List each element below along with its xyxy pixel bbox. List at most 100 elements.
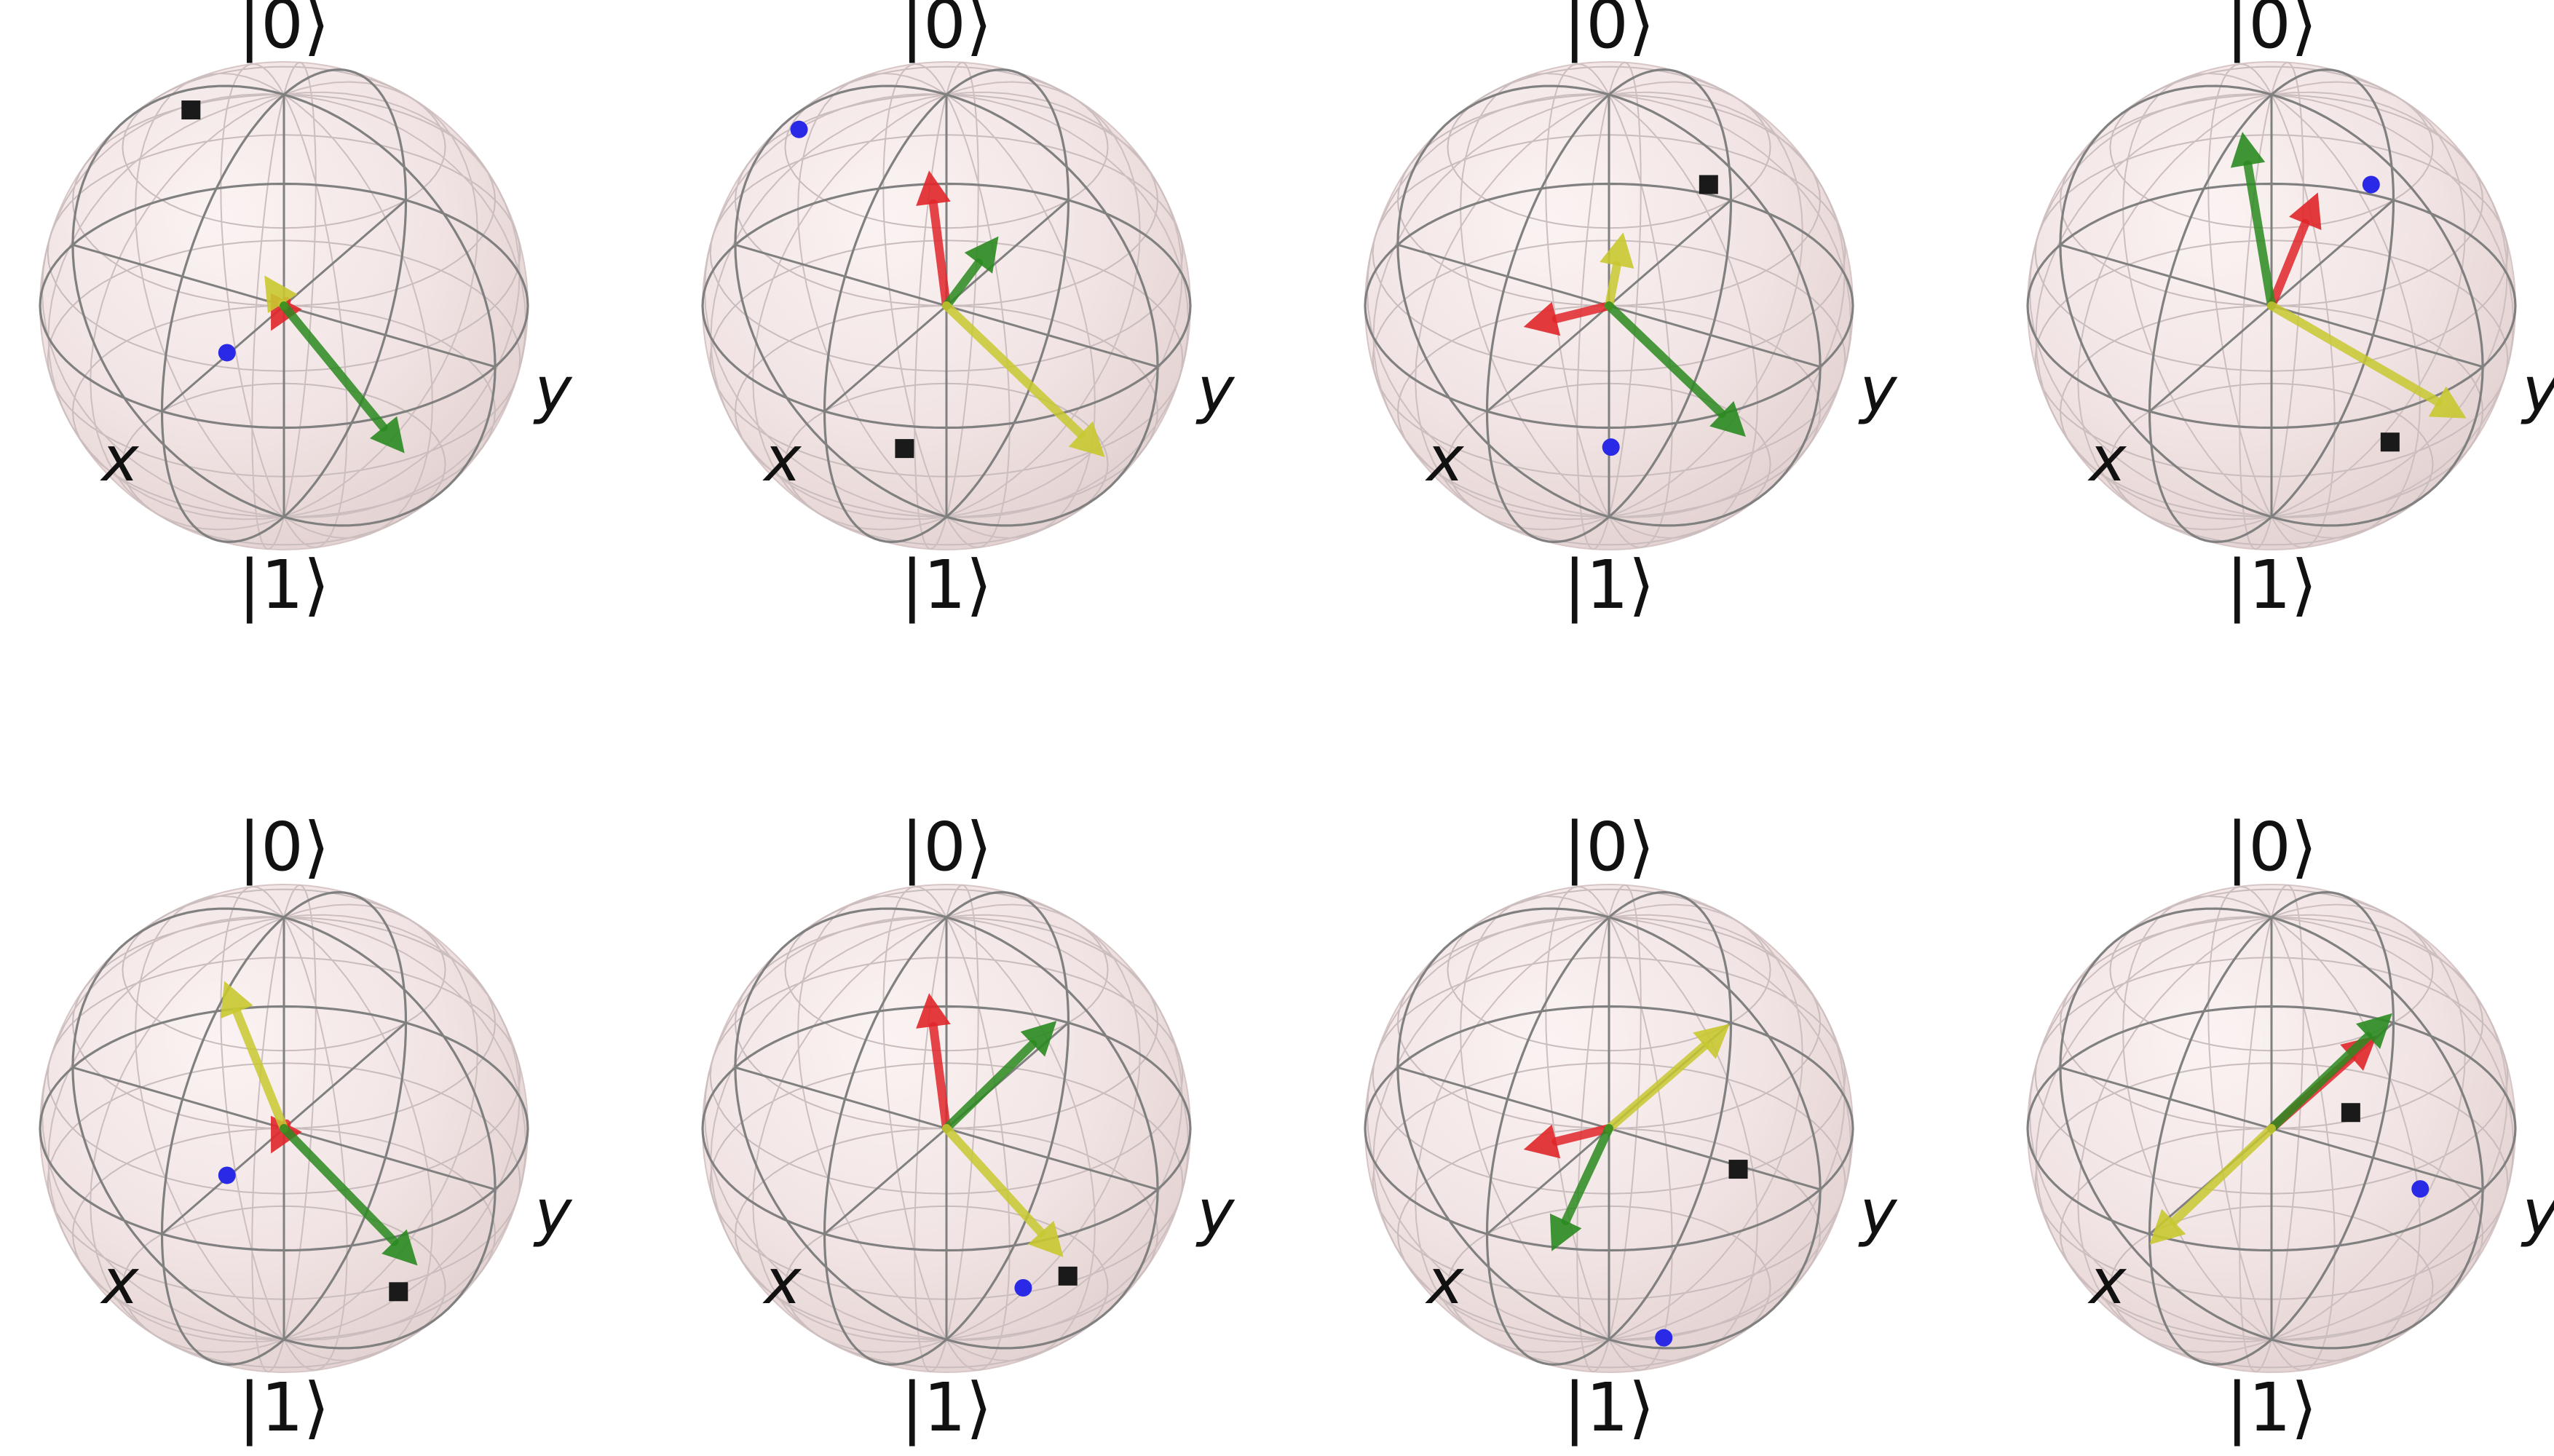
x-axis-label: x bbox=[2087, 1246, 2127, 1318]
bloch-sphere: |0⟩ |1⟩ x y bbox=[2026, 0, 2554, 624]
green-vector-shaft bbox=[942, 258, 983, 310]
green-vector-shaft bbox=[1561, 1124, 1613, 1226]
bloch-sphere: |0⟩ |1⟩ x y bbox=[1364, 0, 1898, 624]
red-vector-head bbox=[2340, 1035, 2377, 1071]
x-axis-label: x bbox=[100, 1246, 140, 1318]
square-point bbox=[389, 1282, 408, 1302]
green-vector-head bbox=[2230, 132, 2266, 168]
yellow-vector-shaft bbox=[232, 1008, 288, 1133]
sphere-wireframe bbox=[2026, 61, 2517, 550]
x-axis-label: x bbox=[2087, 423, 2127, 496]
blue-point bbox=[218, 344, 236, 362]
red-vector-shaft bbox=[928, 199, 951, 310]
blue-point bbox=[1655, 1329, 1673, 1347]
yellow-vector-head bbox=[264, 275, 298, 314]
yellow-vector-shaft bbox=[942, 301, 1086, 439]
blue-point bbox=[790, 120, 808, 138]
y-axis-label: y bbox=[533, 354, 573, 427]
square-point bbox=[2341, 1103, 2360, 1123]
green-vector-shaft bbox=[280, 301, 388, 432]
blue-point bbox=[1602, 438, 1620, 456]
sphere-wireframe bbox=[39, 61, 529, 550]
xz-great-circle bbox=[2059, 84, 2484, 527]
ket-zero-label: |0⟩ bbox=[238, 808, 329, 886]
yellow-vector-shaft bbox=[2169, 1124, 2276, 1226]
red-vector-head bbox=[1523, 301, 1561, 336]
yellow-vector-shaft bbox=[1605, 1041, 1709, 1133]
bloch-sphere: |0⟩ |1⟩ x y bbox=[1364, 808, 1898, 1447]
x-axis-label: x bbox=[1425, 1246, 1465, 1318]
blue-point bbox=[2362, 175, 2380, 194]
red-vector-shaft bbox=[1551, 301, 1613, 323]
ket-one-label: |1⟩ bbox=[2226, 1369, 2317, 1447]
green-vector-head bbox=[369, 416, 405, 454]
ket-zero-label: |0⟩ bbox=[238, 0, 329, 63]
ket-one-label: |1⟩ bbox=[2226, 546, 2317, 624]
bloch-sphere: |0⟩ |1⟩ x y bbox=[701, 808, 1236, 1447]
red-vector-head bbox=[2289, 192, 2322, 230]
green-vector-shaft bbox=[1605, 301, 1726, 419]
xz-great-circle bbox=[71, 84, 497, 527]
x-axis-label: x bbox=[1425, 423, 1465, 496]
red-vector-shaft bbox=[928, 1021, 951, 1133]
yellow-vector-shaft bbox=[1605, 261, 1621, 310]
y-axis-label: y bbox=[1195, 1176, 1236, 1249]
bloch-sphere: |0⟩ |1⟩ x y bbox=[39, 808, 573, 1447]
y-axis-label: y bbox=[2521, 1176, 2554, 1249]
sphere-wireframe bbox=[1364, 61, 1854, 550]
square-point bbox=[1058, 1266, 1078, 1286]
blue-point bbox=[2411, 1180, 2430, 1198]
ket-one-label: |1⟩ bbox=[1563, 546, 1654, 624]
yellow-vector-head bbox=[2428, 386, 2467, 419]
y-axis-label: y bbox=[1858, 1176, 1898, 1249]
green-vector-head bbox=[2355, 1013, 2392, 1049]
square-point bbox=[1699, 175, 1718, 194]
spheres-layer: |0⟩ |1⟩ x y |0⟩ |1⟩ x y |0⟩ |1⟩ x y |0⟩ |1⟩ x y |0⟩ |1⟩ x y… bbox=[39, 0, 2554, 1447]
square-point bbox=[181, 100, 201, 120]
ket-one-label: |1⟩ bbox=[238, 546, 329, 624]
yellow-vector-head bbox=[221, 981, 253, 1019]
yellow-vector-shaft bbox=[942, 1124, 1045, 1237]
ket-zero-label: |0⟩ bbox=[901, 808, 992, 886]
xz-great-circle bbox=[1396, 84, 1822, 527]
green-vector-head bbox=[1709, 400, 1746, 437]
blue-point bbox=[218, 1166, 236, 1184]
red-vector-head bbox=[916, 993, 951, 1029]
x-axis-label: x bbox=[762, 423, 802, 496]
sphere-wireframe bbox=[2026, 884, 2517, 1373]
ket-one-label: |1⟩ bbox=[901, 546, 992, 624]
ket-zero-label: |0⟩ bbox=[2226, 808, 2317, 886]
ket-zero-label: |0⟩ bbox=[2226, 0, 2317, 63]
red-vector-shaft bbox=[2267, 218, 2310, 310]
ket-zero-label: |0⟩ bbox=[1563, 808, 1654, 886]
yellow-vector-shaft bbox=[2267, 301, 2442, 406]
square-point bbox=[2380, 432, 2400, 452]
y-axis-label: y bbox=[1858, 354, 1898, 427]
ket-zero-label: |0⟩ bbox=[1563, 0, 1654, 63]
ket-one-label: |1⟩ bbox=[1563, 1369, 1654, 1447]
ket-one-label: |1⟩ bbox=[901, 1369, 992, 1447]
yellow-vector-head bbox=[1600, 232, 1634, 269]
square-point bbox=[895, 439, 914, 459]
yellow-vector-head bbox=[1068, 421, 1105, 457]
green-vector-shaft bbox=[2243, 160, 2276, 310]
bloch-sphere: |0⟩ |1⟩ x y bbox=[2026, 808, 2554, 1447]
y-axis-label: y bbox=[1195, 354, 1236, 427]
sphere-wireframe bbox=[39, 884, 529, 1373]
bloch-sphere: |0⟩ |1⟩ x y bbox=[701, 0, 1236, 624]
green-vector-shaft bbox=[2267, 1032, 2373, 1133]
yellow-vector-head bbox=[2149, 1208, 2186, 1245]
green-vector-head bbox=[964, 236, 999, 274]
yellow-vector-head bbox=[1027, 1220, 1064, 1257]
bloch-sphere: |0⟩ |1⟩ x y bbox=[39, 0, 573, 624]
green-vector-head bbox=[381, 1229, 418, 1266]
green-vector-shaft bbox=[942, 1040, 1037, 1133]
yellow-vector-head bbox=[1693, 1024, 1730, 1059]
red-vector-head bbox=[916, 170, 951, 206]
green-vector-head bbox=[1549, 1213, 1582, 1251]
ket-one-label: |1⟩ bbox=[238, 1369, 329, 1447]
y-axis-label: y bbox=[2521, 354, 2554, 427]
square-point bbox=[1728, 1160, 1748, 1179]
ket-zero-label: |0⟩ bbox=[901, 0, 992, 63]
